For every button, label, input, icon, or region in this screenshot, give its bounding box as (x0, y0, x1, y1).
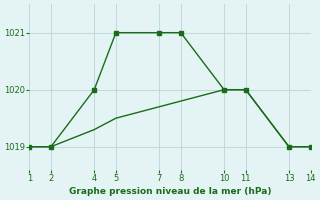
X-axis label: Graphe pression niveau de la mer (hPa): Graphe pression niveau de la mer (hPa) (69, 187, 271, 196)
